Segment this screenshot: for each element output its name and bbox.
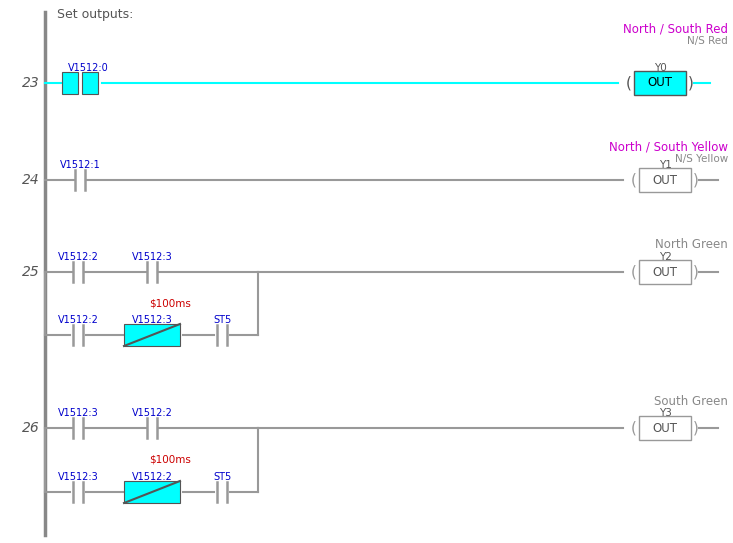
Text: V1512:2: V1512:2	[131, 408, 172, 418]
Text: Y0: Y0	[654, 63, 666, 73]
Text: $100ms: $100ms	[149, 455, 191, 465]
Text: Y3: Y3	[658, 408, 671, 418]
Text: N/S Yellow: N/S Yellow	[675, 154, 728, 164]
Text: OUT: OUT	[647, 77, 672, 90]
Text: V1512:3: V1512:3	[132, 252, 172, 262]
Text: Y2: Y2	[658, 252, 671, 262]
Text: 23: 23	[22, 76, 40, 90]
Text: (: (	[631, 173, 637, 187]
FancyBboxPatch shape	[639, 168, 691, 192]
Text: $100ms: $100ms	[149, 298, 191, 308]
Text: ): )	[693, 264, 699, 280]
Text: V1512:2: V1512:2	[58, 252, 98, 262]
Text: South Green: South Green	[654, 395, 728, 408]
Text: North / South Yellow: North / South Yellow	[609, 140, 728, 153]
Text: V1512:2: V1512:2	[131, 472, 172, 482]
Text: OUT: OUT	[652, 421, 677, 434]
Text: ST5: ST5	[213, 315, 231, 325]
Text: North / South Red: North / South Red	[623, 22, 728, 35]
FancyBboxPatch shape	[124, 481, 180, 503]
Text: (: (	[631, 264, 637, 280]
Text: V1512:1: V1512:1	[59, 160, 100, 170]
Text: V1512:3: V1512:3	[58, 408, 98, 418]
Text: Set outputs:: Set outputs:	[57, 8, 133, 21]
Text: OUT: OUT	[652, 174, 677, 186]
Text: (: (	[626, 75, 632, 91]
Text: North Green: North Green	[655, 238, 728, 251]
Text: (: (	[631, 420, 637, 435]
Text: 26: 26	[22, 421, 40, 435]
FancyBboxPatch shape	[82, 72, 98, 94]
Text: OUT: OUT	[652, 266, 677, 279]
FancyBboxPatch shape	[639, 416, 691, 440]
Text: ): )	[693, 173, 699, 187]
Text: ST5: ST5	[213, 472, 231, 482]
FancyBboxPatch shape	[124, 324, 180, 346]
Text: ): )	[688, 75, 694, 91]
Text: N/S Red: N/S Red	[688, 36, 728, 46]
Text: ): )	[693, 420, 699, 435]
FancyBboxPatch shape	[639, 260, 691, 284]
Text: V1512:3: V1512:3	[132, 315, 172, 325]
FancyBboxPatch shape	[62, 72, 78, 94]
FancyBboxPatch shape	[634, 71, 686, 95]
Text: 25: 25	[22, 265, 40, 279]
Text: V1512:3: V1512:3	[58, 472, 98, 482]
Text: 24: 24	[22, 173, 40, 187]
Text: Y1: Y1	[658, 160, 671, 170]
Text: V1512:2: V1512:2	[58, 315, 98, 325]
Text: V1512:0: V1512:0	[67, 63, 108, 73]
